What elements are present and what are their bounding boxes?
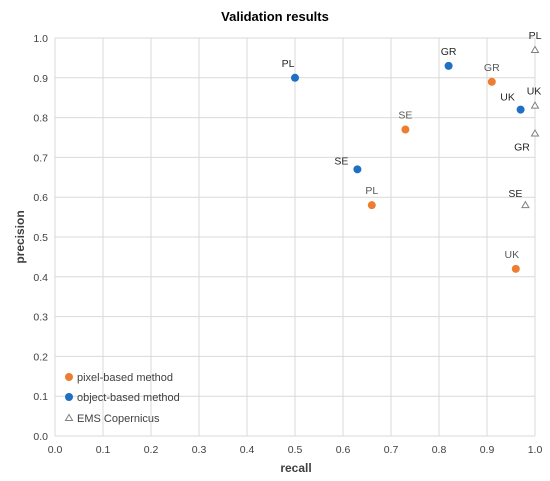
y-tick-label: 0.6 [33,192,48,204]
y-tick-label: 1.0 [33,33,48,45]
data-points: PL SE GR UK PL SE GR UK PL UK GR SE [282,30,542,273]
point-label: PL [282,58,295,70]
x-tick-label: 0.9 [480,444,495,456]
x-tick-labels: 0.0 0.1 0.2 0.3 0.4 0.5 0.6 0.7 0.8 0.9 1.0 [48,444,543,456]
object-based-marker [444,61,453,70]
y-tick-label: 0.7 [33,152,48,164]
y-tick-label: 0.2 [33,351,48,363]
object-based-marker [291,73,299,82]
x-tick-label: 0.4 [240,444,255,456]
point-label: UK [527,86,542,98]
point-label: SE [398,110,412,122]
pixel-based-marker [401,125,410,134]
legend-label: EMS Copernicus [77,413,160,425]
x-tick-label: 0.1 [96,444,111,456]
point-label: GR [441,46,457,58]
legend-label: pixel-based method [77,372,173,384]
y-tick-label: 0.8 [33,113,48,125]
pixel-based-marker [511,264,520,273]
legend-label: object-based method [77,392,180,404]
x-tick-label: 0.2 [144,444,159,456]
x-tick-label: 0.8 [432,444,447,456]
point-label: PL [529,30,542,42]
pixel-based-marker [487,77,496,86]
chart-title: Validation results [221,9,329,24]
y-tick-label: 0.0 [33,431,48,443]
y-axis-label: precision [13,210,27,263]
x-tick-label: 0.3 [192,444,207,456]
y-tick-label: 0.9 [33,73,48,85]
object-based-marker [516,105,525,114]
x-tick-label: 0.6 [336,444,351,456]
y-tick-label: 0.4 [33,272,48,284]
x-tick-label: 1.0 [528,444,543,456]
legend-marker [65,393,73,401]
point-label: PL [365,185,378,197]
point-label: SE [508,188,522,200]
y-tick-label: 0.1 [33,391,48,403]
x-tick-label: 0.5 [288,444,303,456]
y-tick-label: 0.5 [33,232,48,244]
y-tick-label: 0.3 [33,312,48,324]
ems-copernicus-marker [530,45,540,53]
object-based-marker [353,165,362,174]
point-label: UK [505,249,520,261]
legend-marker [65,373,73,381]
point-label: GR [484,62,500,74]
x-tick-label: 0.7 [384,444,399,456]
point-label: UK [500,92,515,104]
legend: pixel-based method object-based method EMS… [64,372,180,425]
point-label: SE [334,155,348,167]
ems-copernicus-marker [521,200,530,209]
point-label: GR [514,142,530,154]
ems-copernicus-marker [530,101,540,109]
x-tick-label: 0.0 [48,444,63,456]
pixel-based-marker [367,201,376,210]
ems-copernicus-marker [530,129,540,137]
y-tick-labels: 0.0 0.1 0.2 0.3 0.4 0.5 0.6 0.7 0.8 0.9 1.0 [33,33,48,443]
x-axis-label: recall [280,461,311,475]
legend-marker [64,413,74,421]
